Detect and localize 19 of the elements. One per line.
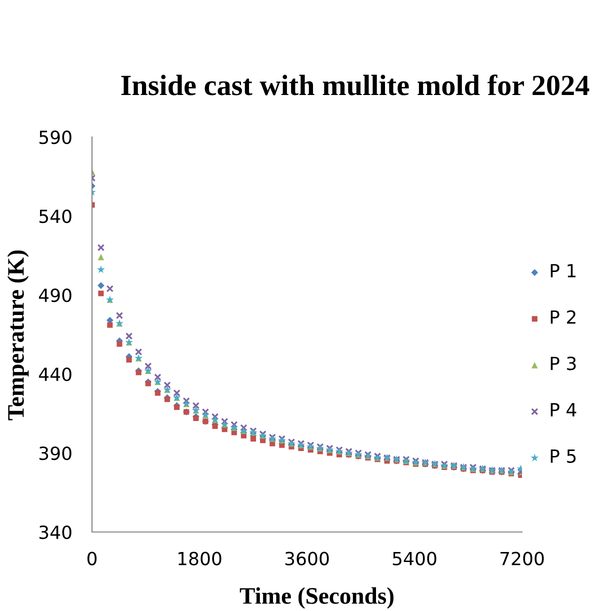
y-tick-label: 340	[39, 525, 72, 540]
legend-label: P 4	[550, 403, 576, 416]
x-axis-title: Time (Seconds)	[240, 587, 394, 609]
x-tick-label: 5400	[392, 552, 436, 566]
legend-label: P 2	[550, 310, 576, 324]
legend-label: P 1	[550, 264, 576, 278]
legend-label: P 3	[550, 356, 576, 370]
x-tick-label: 3600	[285, 552, 329, 566]
y-tick-label: 540	[39, 209, 72, 224]
y-axis-title: Temperature (K)	[7, 250, 29, 420]
y-tick-label: 440	[38, 367, 72, 382]
chart-title: Inside cast with mullite mold for 2024	[121, 74, 590, 96]
x-tick-label: 1800	[178, 552, 222, 566]
y-tick-label: 490	[38, 288, 72, 302]
x-tick-label: 0	[87, 552, 97, 566]
y-tick-label: 390	[39, 446, 72, 460]
legend-label: P 5	[550, 450, 576, 463]
y-tick-label: 590	[39, 130, 72, 144]
x-tick-label: 7200	[500, 552, 544, 566]
